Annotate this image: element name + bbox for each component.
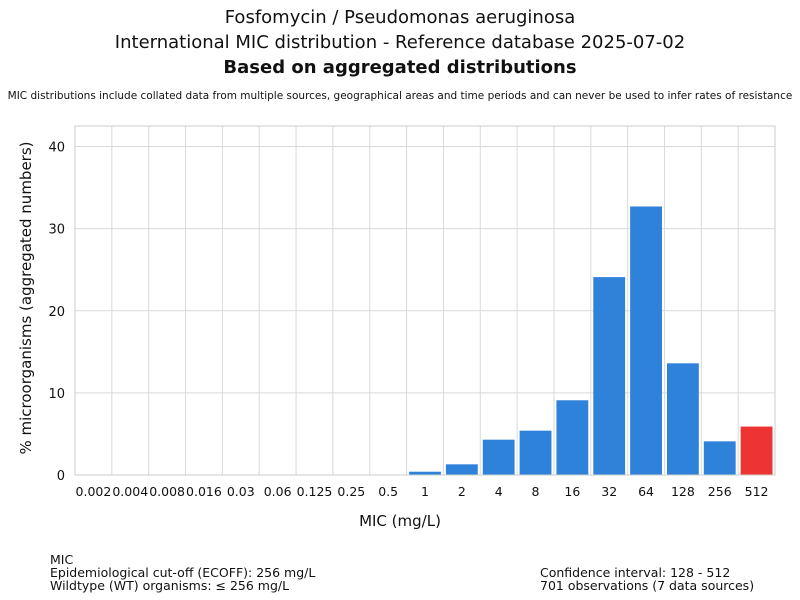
x-tick-label: 0.5 — [378, 484, 398, 499]
bar-mic-128 — [666, 363, 699, 475]
y-tick-label: 40 — [48, 141, 65, 156]
bar-mic-64 — [630, 206, 662, 476]
x-tick-label: 0.016 — [186, 484, 222, 499]
y-tick-labels: 0 10 20 30 40 — [48, 141, 65, 484]
bar-mic-16 — [556, 400, 589, 475]
x-tick-label: 0.008 — [149, 484, 185, 499]
y-axis-label: % microorganisms (aggregated numbers) — [17, 141, 35, 454]
x-tick-label: 64 — [638, 484, 654, 499]
footer-observations: 701 observations (7 data sources) — [540, 578, 755, 593]
x-tick-label: 0.25 — [337, 484, 365, 499]
x-tick-label: 512 — [745, 484, 769, 499]
x-tick-label: 2 — [458, 484, 466, 499]
y-tick-label: 30 — [48, 223, 65, 238]
x-tick-label: 16 — [564, 484, 580, 499]
x-tick-label: 0.06 — [264, 484, 292, 499]
bar-mic-512 — [740, 426, 773, 475]
x-tick-label: 32 — [601, 484, 617, 499]
x-tick-label: 0.03 — [227, 484, 255, 499]
y-tick-label: 10 — [48, 387, 65, 402]
footer-observation-info: Confidence interval: 128 - 512 701 obser… — [540, 566, 754, 592]
y-tick-label: 0 — [57, 469, 65, 484]
bars — [409, 206, 773, 476]
x-tick-label: 1 — [421, 484, 429, 499]
footer-ecoff: Epidemiological cut-off (ECOFF): 256 mg/… — [50, 565, 316, 580]
x-tick-label: 0.004 — [112, 484, 148, 499]
chart-title-line-3: Based on aggregated distributions — [223, 57, 577, 78]
x-tick-label: 256 — [708, 484, 732, 499]
x-tick-label: 0.002 — [76, 484, 112, 499]
x-tick-label: 0.125 — [297, 484, 333, 499]
bar-mic-8 — [519, 430, 552, 475]
x-tick-label: 4 — [495, 484, 503, 499]
x-tick-label: 8 — [532, 484, 540, 499]
footer-mic-label: MIC — [50, 552, 74, 567]
footer-confidence-interval: Confidence interval: 128 - 512 — [540, 565, 731, 580]
grid-lines — [75, 126, 775, 475]
chart-title-line-2: International MIC distribution - Referen… — [114, 32, 686, 53]
y-tick-label: 20 — [48, 305, 65, 320]
bar-mic-32 — [593, 277, 626, 475]
bar-mic-2 — [445, 464, 478, 475]
chart-subtitle: MIC distributions include collated data … — [7, 90, 793, 102]
x-tick-label: 128 — [671, 484, 695, 499]
bar-mic-1 — [409, 471, 441, 475]
footer-ecoff-info: MIC Epidemiological cut-off (ECOFF): 256… — [50, 553, 315, 592]
footer-wildtype: Wildtype (WT) organisms: ≤ 256 mg/L — [50, 578, 290, 593]
x-axis-label: MIC (mg/L) — [359, 512, 441, 530]
bar-mic-256 — [703, 441, 736, 475]
chart-title-line-1: Fosfomycin / Pseudomonas aeruginosa — [224, 7, 576, 28]
plot-frame — [74, 125, 776, 476]
x-tick-labels: 0.002 0.004 0.008 0.016 0.03 0.06 0.125 0.25 0.5… — [76, 484, 769, 499]
bar-mic-4 — [482, 439, 515, 475]
